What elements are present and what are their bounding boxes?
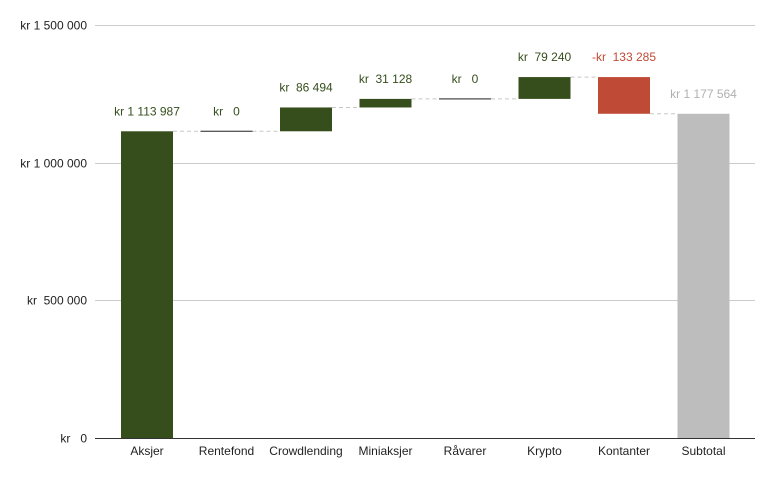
- x-tick-label: Rentefond: [199, 444, 254, 458]
- y-tick-label: kr 500 000: [27, 294, 87, 308]
- bar-rentefond: [200, 130, 253, 132]
- x-tick-label: Crowdlending: [269, 444, 342, 458]
- bar-kontanter: [598, 77, 650, 114]
- connectors: [173, 76, 678, 132]
- y-axis: kr 0 kr 500 000 kr 1 000 000 kr 1 500 000: [20, 19, 87, 446]
- data-label: kr 0: [452, 72, 479, 86]
- bar-aksjer: [121, 131, 173, 439]
- bar-krypto: [518, 77, 571, 99]
- data-labels: kr 1 113 987 kr 0 kr 86 494 kr 31 128 kr 0 kr…: [114, 50, 737, 118]
- bar-miniaksjer: [359, 98, 412, 108]
- grid-lines: [95, 25, 755, 439]
- x-tick-label: Aksjer: [130, 444, 163, 458]
- x-axis: Aksjer Rentefond Crowdlending Miniaksjer Råv…: [130, 444, 725, 458]
- x-tick-label: Miniaksjer: [358, 444, 412, 458]
- x-tick-label: Råvarer: [444, 444, 487, 458]
- data-label: -kr 133 285: [592, 50, 656, 64]
- x-tick-label: Krypto: [527, 444, 562, 458]
- y-tick-label: kr 0: [60, 432, 87, 446]
- data-label: kr 86 494: [279, 80, 333, 94]
- x-tick-label: Subtotal: [681, 444, 725, 458]
- data-label: kr 79 240: [518, 50, 572, 64]
- data-label: kr 1 177 564: [670, 87, 737, 101]
- bars: [121, 77, 730, 439]
- bar-crowdlending: [280, 107, 332, 132]
- data-label: kr 0: [213, 104, 240, 118]
- data-label: kr 31 128: [359, 72, 413, 86]
- bar-subtotal: [677, 113, 730, 439]
- data-label: kr 1 113 987: [114, 104, 180, 118]
- y-tick-label: kr 1 000 000: [20, 157, 87, 171]
- x-tick-label: Kontanter: [598, 444, 650, 458]
- bar-råvarer: [439, 98, 491, 100]
- y-tick-label: kr 1 500 000: [20, 19, 87, 33]
